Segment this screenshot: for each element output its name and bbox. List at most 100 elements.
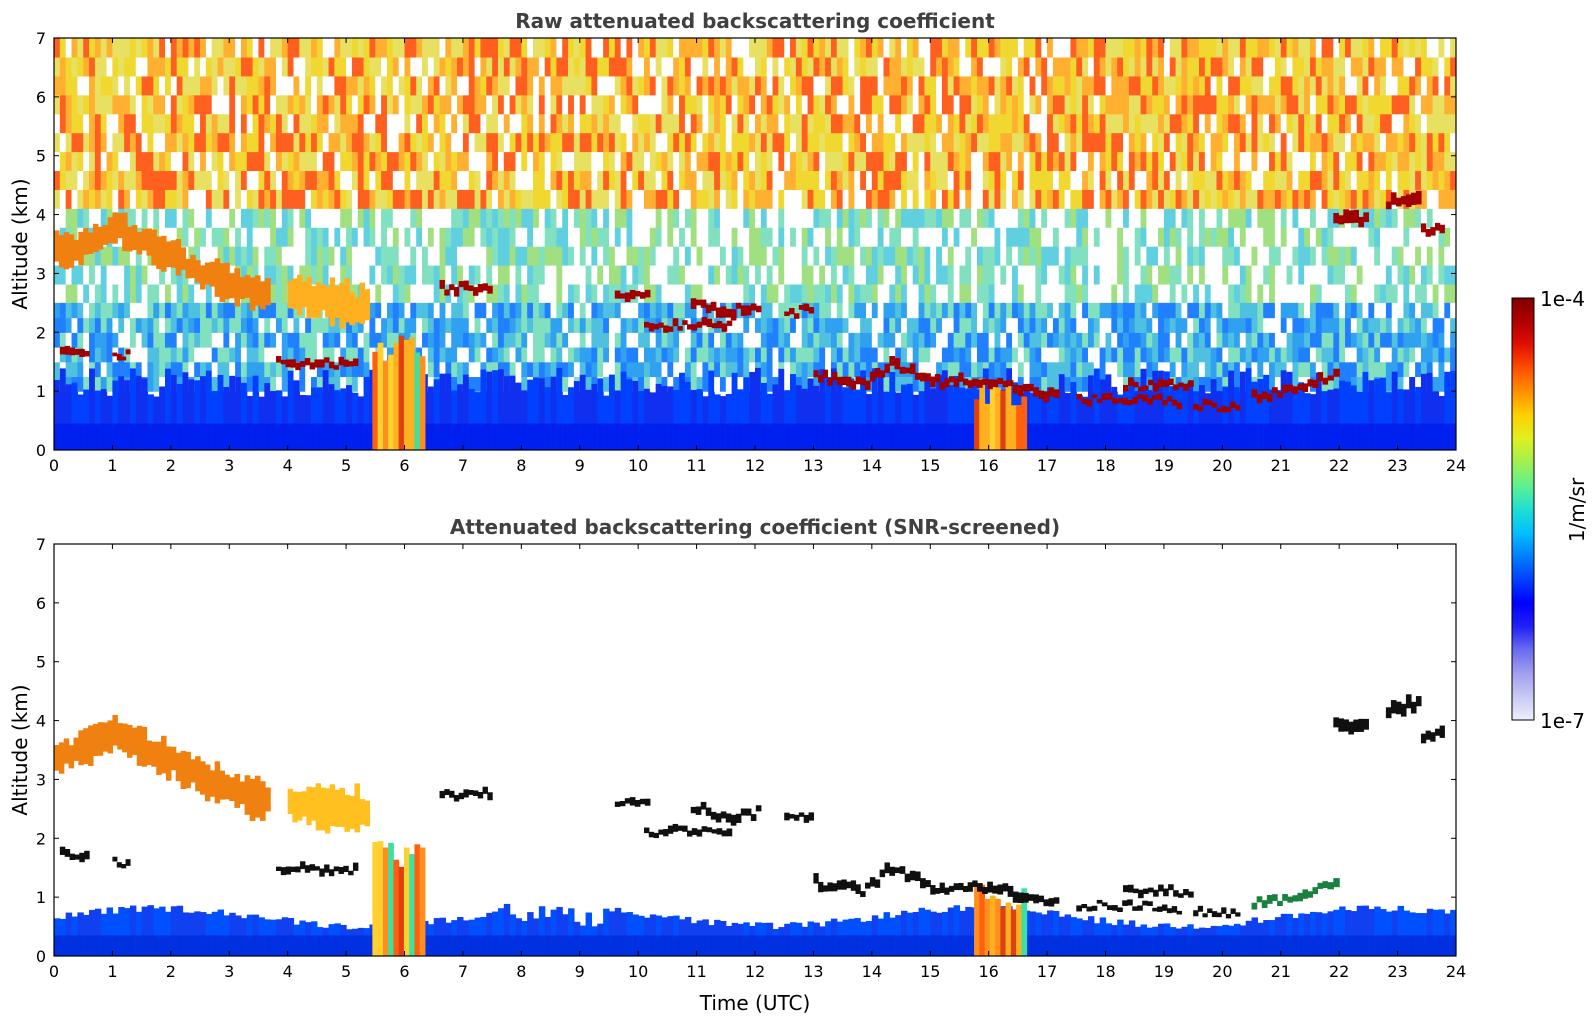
- noise-cell: [901, 246, 908, 266]
- noise-cell: [65, 132, 73, 153]
- boundary-layer-cell: [486, 423, 493, 450]
- noise-cell: [1117, 361, 1124, 378]
- noise-cell: [930, 132, 937, 153]
- noise-cell: [392, 208, 400, 228]
- noise-cell: [591, 227, 598, 247]
- noise-cell: [392, 170, 400, 190]
- noise-cell: [795, 208, 803, 228]
- boundary-layer-cell: [77, 394, 84, 450]
- noise-cell: [1374, 347, 1381, 363]
- noise-cell: [936, 246, 943, 266]
- noise-cell: [865, 38, 873, 58]
- noise-cell: [328, 347, 335, 363]
- noise-cell: [1023, 361, 1031, 378]
- noise-cell: [527, 361, 534, 378]
- noise-cell: [1093, 189, 1101, 209]
- noise-cell: [1350, 113, 1358, 134]
- noise-cell: [644, 227, 651, 247]
- boundary-layer-cell: [632, 423, 639, 450]
- noise-cell: [620, 361, 628, 378]
- noise-cell: [860, 317, 867, 333]
- noise-cell: [976, 265, 984, 285]
- noise-cell: [860, 265, 867, 285]
- boundary-layer-cell: [1146, 423, 1153, 450]
- noise-cell: [135, 208, 143, 228]
- noise-cell: [252, 227, 260, 247]
- noise-cell: [1292, 94, 1299, 115]
- noise-cell: [474, 376, 482, 392]
- noise-cell: [877, 151, 885, 172]
- noise-cell: [1257, 302, 1264, 319]
- boundary-layer-cell: [1163, 371, 1171, 450]
- noise-cell: [679, 208, 686, 228]
- boundary-layer-cell: [778, 423, 785, 450]
- noise-cell: [632, 361, 639, 378]
- noise-cell: [94, 246, 102, 266]
- noise-cell: [340, 265, 347, 285]
- noise-cell: [1082, 170, 1089, 190]
- noise-cell: [1298, 332, 1305, 348]
- noise-cell: [673, 246, 680, 266]
- boundary-layer-cell: [527, 379, 534, 450]
- noise-cell: [270, 38, 277, 58]
- noise-cell: [836, 302, 844, 319]
- noise-cell: [1017, 332, 1025, 348]
- noise-cell: [550, 332, 557, 348]
- noise-cell: [89, 94, 96, 115]
- noise-cell: [381, 113, 388, 134]
- noise-cell: [1339, 132, 1346, 153]
- noise-cell: [1280, 113, 1288, 134]
- noise-cell: [328, 170, 335, 190]
- noise-cell: [124, 283, 131, 304]
- noise-cell: [766, 208, 774, 228]
- noise-cell: [264, 38, 271, 58]
- noise-cell: [760, 246, 768, 266]
- noise-cell: [719, 132, 727, 153]
- noise-cell: [1128, 75, 1136, 96]
- noise-cell: [901, 113, 908, 134]
- noise-cell: [153, 376, 160, 392]
- noise-cell: [1158, 332, 1165, 348]
- noise-cell: [258, 56, 265, 77]
- noise-cell: [363, 332, 371, 348]
- noise-cell: [620, 151, 628, 172]
- noise-cell: [223, 38, 230, 58]
- noise-cell: [176, 208, 184, 228]
- noise-cell: [1000, 94, 1007, 115]
- noise-cell: [340, 132, 347, 153]
- noise-cell: [311, 246, 318, 266]
- noise-cell: [807, 38, 815, 58]
- noise-cell: [515, 132, 522, 153]
- noise-cell: [1228, 94, 1235, 115]
- noise-cell: [334, 265, 341, 285]
- noise-cell: [346, 113, 353, 134]
- noise-cell: [386, 283, 394, 304]
- noise-cell: [515, 265, 522, 285]
- noise-cell: [1087, 132, 1095, 153]
- noise-cell: [807, 265, 815, 285]
- noise-cell: [1012, 361, 1019, 378]
- noise-cell: [503, 317, 511, 333]
- noise-cell: [1105, 361, 1112, 378]
- noise-cell: [159, 38, 166, 58]
- noise-cell: [375, 38, 382, 58]
- noise-cell: [860, 208, 867, 228]
- noise-cell: [848, 208, 855, 228]
- noise-cell: [275, 132, 283, 153]
- noise-cell: [953, 283, 961, 304]
- noise-cell: [1123, 347, 1130, 363]
- noise-cell: [398, 132, 406, 153]
- noise-cell: [690, 113, 698, 134]
- noise-cell: [1315, 317, 1323, 333]
- noise-cell: [965, 94, 972, 115]
- noise-cell: [959, 376, 966, 392]
- noise-cell: [386, 227, 394, 247]
- noise-cell: [1193, 170, 1200, 190]
- boundary-layer-cell: [503, 376, 511, 450]
- noise-cell: [591, 208, 598, 228]
- noise-cell: [906, 75, 914, 96]
- boundary-layer-cell: [328, 384, 335, 450]
- noise-cell: [1123, 208, 1130, 228]
- noise-cell: [912, 75, 920, 96]
- noise-cell: [334, 227, 341, 247]
